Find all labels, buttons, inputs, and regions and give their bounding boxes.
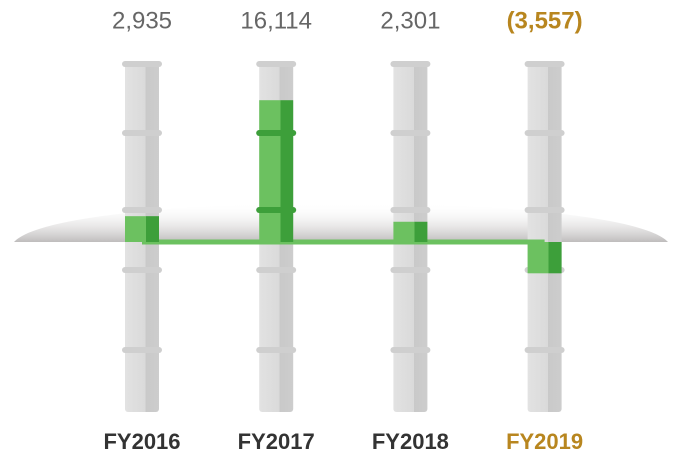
bar (259, 100, 294, 242)
bamboo-stalk (527, 62, 562, 412)
bamboo-node (122, 347, 162, 353)
bar-node (256, 207, 297, 213)
bamboo-node (524, 130, 565, 136)
value-label: 2,301 (380, 7, 440, 34)
bar (527, 242, 562, 274)
category-label: FY2019 (506, 429, 583, 454)
category-label: FY2018 (372, 429, 449, 454)
category-label: FY2017 (238, 429, 315, 454)
bar (393, 221, 428, 242)
bamboo-node (122, 207, 162, 213)
bamboo-node (256, 347, 297, 353)
category-label: FY2016 (103, 429, 180, 454)
bamboo-node (524, 61, 565, 67)
bamboo-node (390, 130, 431, 136)
bamboo-node (122, 61, 162, 67)
value-label: 2,935 (112, 7, 172, 34)
bamboo-node (122, 130, 162, 136)
value-label: 16,114 (240, 7, 312, 34)
bamboo-node (524, 347, 565, 353)
bamboo-node (122, 267, 162, 273)
bamboo-node (256, 267, 297, 273)
bamboo-node (524, 207, 565, 213)
bar-node (256, 130, 297, 136)
value-label: (3,557) (507, 7, 583, 34)
bamboo-node (390, 347, 431, 353)
bamboo-node (256, 61, 297, 67)
bar (125, 216, 159, 242)
shadow (14, 203, 668, 242)
bamboo-node (390, 267, 431, 273)
bamboo-node (390, 61, 431, 67)
bamboo-node (390, 207, 431, 213)
